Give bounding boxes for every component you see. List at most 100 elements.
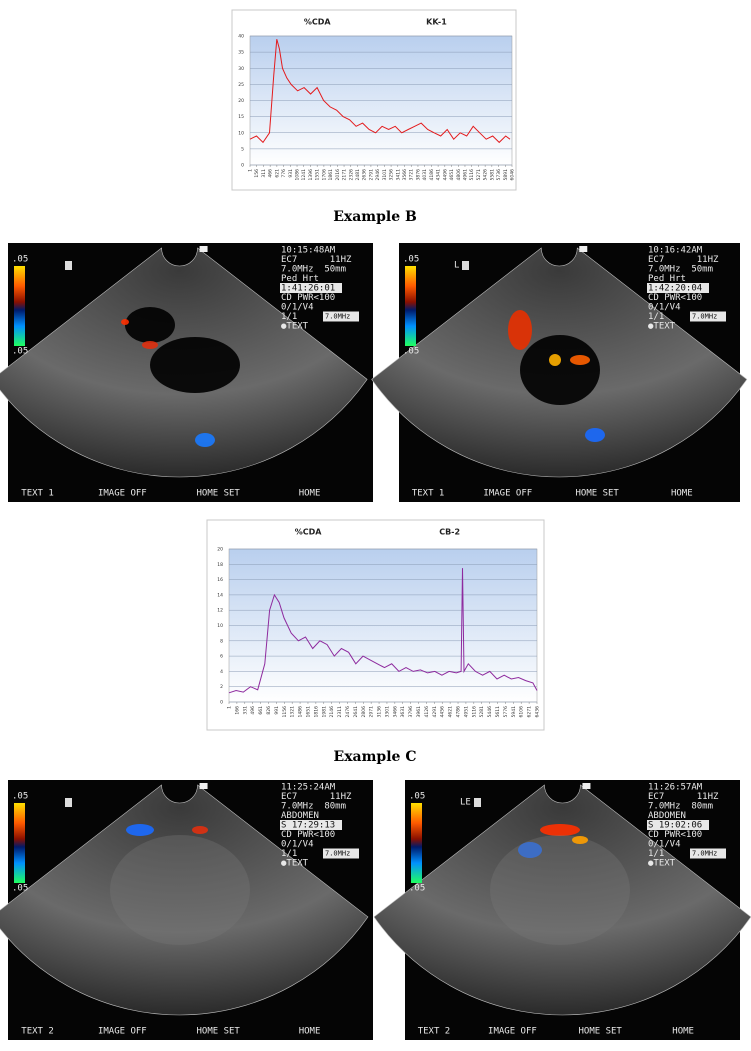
footer-label: TEXT 2 (21, 1027, 54, 1037)
tissue-feature (572, 836, 588, 844)
time-box (280, 820, 342, 830)
info-line: EC7 11HZ (281, 792, 352, 802)
x-tick-label: 1981 (321, 706, 327, 718)
side-marker: L (454, 261, 459, 271)
x-tick-label: 6436 (535, 706, 541, 718)
x-tick-label: 4806 (456, 169, 462, 181)
x-tick-label: 4126 (424, 706, 430, 718)
color-scale (411, 803, 422, 883)
freq-box (690, 311, 726, 322)
y-tick-label: 10 (217, 623, 223, 629)
y-tick-label: 18 (217, 562, 223, 568)
y-tick-label: 0 (241, 163, 244, 169)
info-line: 1/1 (648, 849, 664, 859)
x-tick-label: 1651 (305, 706, 311, 718)
x-tick-label: 826 (266, 706, 272, 715)
freq-label: 7.0MHz (692, 850, 717, 858)
x-tick-label: 4456 (440, 706, 446, 718)
footer-label: HOME SET (576, 489, 620, 499)
x-tick-label: 3256 (389, 169, 395, 181)
info-line: ●TEXT (648, 322, 676, 332)
y-tick-label: 25 (238, 82, 244, 88)
x-tick-label: 6271 (527, 706, 533, 718)
x-tick-label: 4651 (449, 169, 455, 181)
tissue-feature (150, 337, 240, 393)
tissue-feature (121, 319, 129, 325)
chart-subtitle: KK-1 (426, 18, 447, 27)
marker-box (65, 261, 72, 270)
marker-box (65, 798, 72, 807)
probe-mark (579, 246, 588, 252)
x-tick-label: 6106 (519, 706, 525, 718)
tissue-feature (126, 824, 154, 836)
marker-box (474, 798, 481, 807)
tissue-feature (508, 310, 532, 350)
probe-mark (199, 246, 208, 252)
chart-title: %CDA (304, 18, 332, 27)
y-tick-label: 2 (220, 684, 223, 690)
info-line: 1/1 (281, 312, 297, 322)
footer-label: TEXT 1 (21, 489, 54, 499)
x-tick-label: 1816 (313, 706, 319, 718)
x-tick-label: 3796 (408, 706, 414, 718)
color-scale (14, 803, 25, 883)
chart-subtitle: CB-2 (439, 528, 460, 537)
freq-box (690, 848, 726, 859)
x-tick-label: 776 (281, 169, 287, 178)
scale-label: .05 (409, 884, 425, 894)
x-tick-label: 3466 (392, 706, 398, 718)
info-line: 11:25:24AM (281, 783, 336, 793)
x-tick-label: 2946 (375, 169, 381, 181)
info-line: EC7 11HZ (648, 792, 719, 802)
x-tick-label: 1861 (328, 169, 334, 181)
x-tick-label: 3301 (384, 706, 390, 718)
scale-label: .05 (409, 792, 425, 802)
footer-label: HOME (299, 1027, 321, 1037)
info-line: 10:15:48AM (281, 246, 336, 256)
x-tick-label: 311 (261, 169, 267, 178)
x-tick-label: 1241 (301, 169, 307, 181)
info-line: 0/1/V4 (281, 840, 314, 850)
info-line: S 17:29:13 (281, 821, 335, 831)
info-line: 11:26:57AM (648, 783, 703, 793)
freq-label: 7.0MHz (692, 313, 717, 321)
y-tick-label: 12 (217, 608, 223, 614)
color-scale (14, 266, 25, 346)
info-line: 0/1/V4 (648, 840, 681, 850)
x-tick-label: 2791 (368, 169, 374, 181)
info-line: Ped Hrt (281, 274, 319, 284)
y-tick-label: 6 (220, 654, 223, 660)
x-tick-label: 5426 (483, 169, 489, 181)
x-tick-label: 4291 (432, 706, 438, 718)
caption: Example C (334, 749, 417, 765)
x-tick-label: 2146 (329, 706, 335, 718)
info-line: S 19:02:06 (648, 821, 702, 831)
info-line: 1/1 (281, 849, 297, 859)
time-box (647, 283, 709, 293)
footer-label: TEXT 1 (412, 489, 445, 499)
scale-label: .05 (12, 255, 28, 265)
tissue-feature (518, 842, 542, 858)
x-tick-label: 5581 (489, 169, 495, 181)
footer-label: IMAGE OFF (98, 1027, 147, 1037)
footer-label: HOME (671, 489, 693, 499)
footer-label: IMAGE OFF (98, 489, 147, 499)
footer-label: IMAGE OFF (483, 489, 532, 499)
x-tick-label: 5736 (496, 169, 502, 181)
x-tick-label: 931 (288, 169, 294, 178)
x-tick-label: 2636 (362, 169, 368, 181)
x-tick-label: 156 (254, 169, 260, 178)
x-tick-label: 5891 (503, 169, 509, 181)
x-tick-label: 466 (268, 169, 274, 178)
x-tick-label: 5446 (487, 706, 493, 718)
x-tick-label: 661 (258, 706, 264, 715)
scale-label: .05 (12, 884, 28, 894)
info-line: ●TEXT (281, 322, 309, 332)
x-tick-label: 5776 (503, 706, 509, 718)
y-tick-label: 10 (238, 130, 244, 136)
y-tick-label: 5 (241, 146, 244, 152)
x-tick-label: 1156 (282, 706, 288, 718)
x-tick-label: 4951 (463, 706, 469, 718)
y-tick-label: 20 (238, 98, 244, 104)
freq-box (323, 848, 359, 859)
